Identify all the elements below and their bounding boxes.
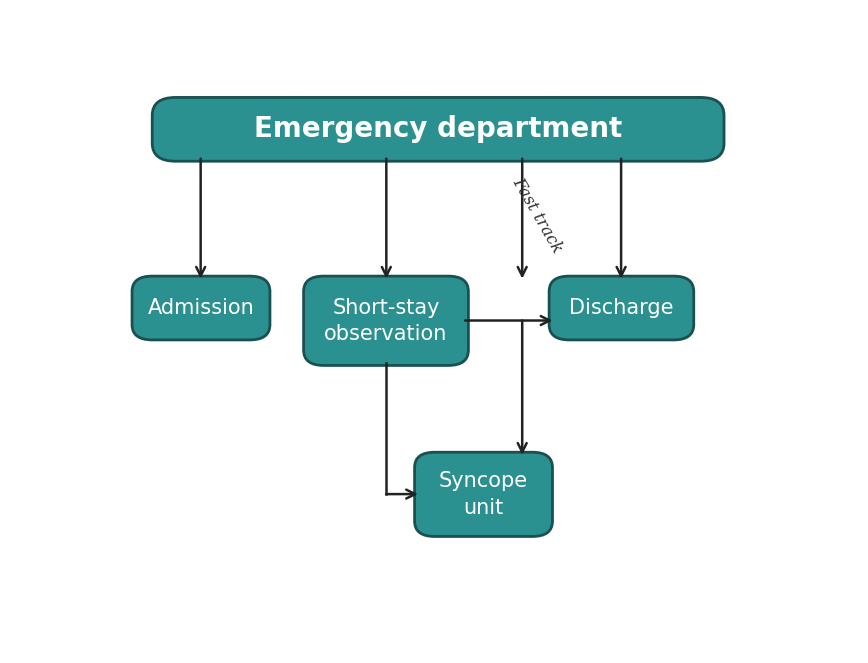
FancyBboxPatch shape <box>152 97 724 161</box>
FancyBboxPatch shape <box>304 276 469 365</box>
Text: Fast track: Fast track <box>510 174 566 256</box>
Text: Emergency department: Emergency department <box>254 115 622 143</box>
FancyBboxPatch shape <box>415 452 552 536</box>
Text: Short-stay
observation: Short-stay observation <box>325 298 448 344</box>
Text: Discharge: Discharge <box>569 298 674 318</box>
FancyBboxPatch shape <box>132 276 270 340</box>
FancyBboxPatch shape <box>549 276 694 340</box>
Text: Syncope
unit: Syncope unit <box>439 471 528 518</box>
Text: Admission: Admission <box>148 298 254 318</box>
